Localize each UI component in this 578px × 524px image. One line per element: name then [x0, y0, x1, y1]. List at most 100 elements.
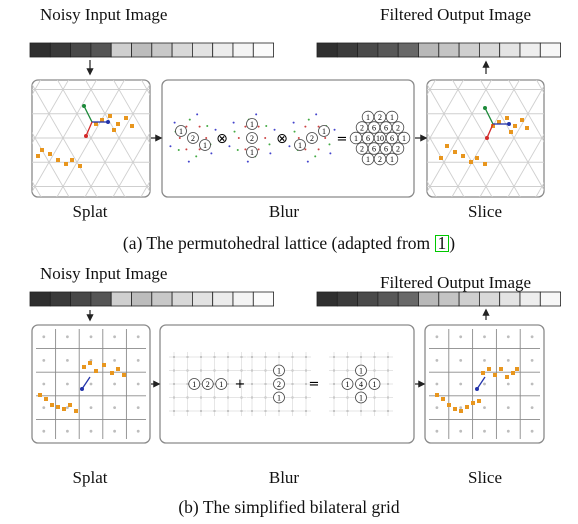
lattice-dot — [317, 125, 320, 128]
lattice-line — [38, 80, 150, 197]
b-input-pixel-cell — [90, 291, 112, 307]
lattice-dot — [210, 152, 213, 155]
a-output-pixel-cell — [397, 42, 419, 58]
grid-node — [136, 335, 140, 339]
grid-vertex — [475, 387, 479, 391]
weight-circle — [201, 378, 214, 390]
grid-node — [459, 335, 463, 339]
sample-point — [68, 403, 72, 407]
weight-label: 1 — [390, 113, 394, 122]
weight-label: 1 — [179, 127, 183, 136]
splat-vector — [484, 107, 494, 125]
weight-label: 10 — [376, 134, 384, 143]
sample-point — [62, 407, 66, 411]
sample-point — [36, 154, 40, 158]
sample-point — [56, 405, 60, 409]
grid-node — [435, 429, 439, 433]
sample-point — [74, 409, 78, 413]
sample-point — [130, 124, 134, 128]
weight-label: 2 — [310, 134, 314, 143]
weight-label: 6 — [372, 124, 376, 133]
lattice-line — [574, 0, 578, 277]
lattice-dot — [304, 148, 307, 151]
a-output-pixel-cell — [357, 42, 379, 58]
grid-node — [66, 359, 69, 362]
grid-node — [459, 406, 463, 409]
a-equals-symbol: = — [337, 132, 348, 147]
grid-node — [506, 382, 510, 386]
sample-point — [509, 130, 513, 134]
weight-label: 6 — [372, 145, 376, 154]
lattice-vertex — [485, 136, 489, 140]
lattice-line — [0, 0, 31, 277]
splat-vector — [486, 123, 494, 139]
b-output-pixel-cell — [478, 291, 501, 307]
grid-node — [42, 335, 46, 339]
b-input-label: Noisy Input Image — [40, 264, 168, 283]
sample-point — [108, 114, 112, 118]
splat-vector — [81, 376, 91, 390]
grid-node — [89, 335, 93, 339]
sample-point — [447, 403, 451, 407]
weight-circle — [273, 378, 285, 390]
sample-point — [64, 162, 68, 166]
lattice-vertex — [507, 122, 511, 126]
a-input-pixel-cell — [191, 42, 214, 58]
lattice-dot — [198, 125, 201, 128]
lattice-dot — [237, 137, 240, 139]
sample-point — [487, 367, 491, 371]
weight-circle — [175, 125, 187, 137]
lattice-dot — [196, 113, 199, 116]
weight-label: 1 — [354, 134, 358, 143]
weight-label: 1 — [250, 120, 254, 129]
sample-point — [78, 164, 82, 168]
weight-label: 2 — [396, 124, 400, 133]
weight-label: 6 — [390, 134, 394, 143]
a-input-pixel-cell — [29, 42, 51, 58]
a-input-label: Noisy Input Image — [40, 5, 168, 24]
a-splat-lattice — [0, 0, 150, 277]
lattice-dot — [314, 155, 317, 158]
b-input-pixel-cell — [151, 291, 173, 307]
weight-label: 1 — [366, 155, 370, 164]
sample-point — [471, 401, 475, 405]
sample-point — [515, 367, 519, 371]
grid-node — [89, 429, 93, 433]
grid-node — [136, 406, 140, 409]
lattice-line — [32, 80, 150, 197]
grid-node — [506, 429, 510, 433]
lattice-dot — [307, 118, 310, 121]
grid-node — [435, 359, 439, 362]
lattice-dot — [185, 148, 188, 151]
citation-link[interactable]: 1 — [434, 234, 450, 252]
sample-point — [38, 393, 42, 397]
lattice-vertex — [483, 106, 487, 110]
grid-node — [42, 359, 46, 362]
grid-node — [42, 382, 46, 386]
a-input-pixel-cell — [151, 42, 173, 58]
weight-label: 1 — [277, 367, 281, 376]
sample-point — [513, 124, 517, 128]
lattice-dot — [185, 125, 188, 128]
grid-node — [459, 382, 463, 386]
sample-point — [505, 375, 509, 379]
weight-label: 2 — [378, 113, 382, 122]
a-caption-text: (a) The permutohedral lattice (adapted f… — [122, 233, 435, 253]
sample-point — [439, 156, 443, 160]
b-plus-symbol: + — [235, 377, 246, 392]
b-output-pixel-cell — [336, 291, 358, 307]
weight-label: 1 — [322, 127, 326, 136]
b-output-strip — [316, 291, 561, 307]
a-input-pixel-cell — [252, 42, 275, 58]
b-input-strip — [29, 291, 275, 307]
grid-node — [113, 429, 116, 433]
weight-label: 1 — [298, 141, 302, 150]
grid-node — [435, 406, 439, 409]
lattice-dot — [255, 113, 258, 116]
sample-point — [453, 407, 457, 411]
lattice-dot — [328, 143, 331, 146]
b-input-pixel-cell — [171, 291, 193, 307]
a-output-pixel-cell — [478, 42, 501, 58]
